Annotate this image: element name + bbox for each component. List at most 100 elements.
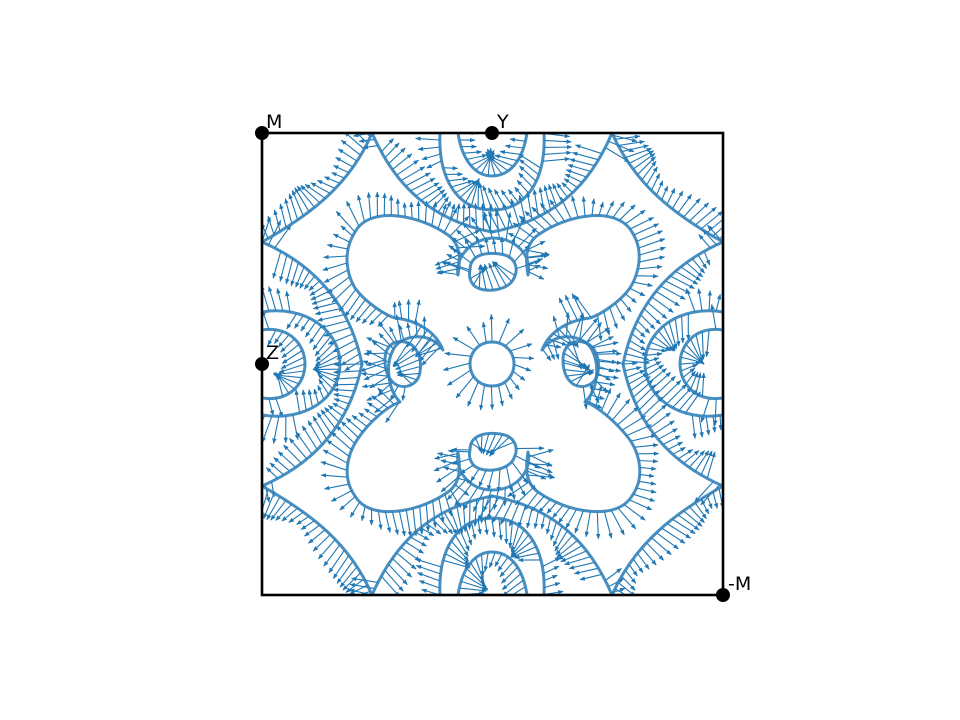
spin-arrow [487, 441, 515, 454]
spin-arrow [618, 204, 636, 221]
spin-arrow [447, 176, 469, 182]
spin-arrow [698, 234, 711, 249]
spin-arrow [309, 285, 325, 296]
spin-arrow [653, 335, 674, 352]
spin-arrow [555, 534, 574, 556]
spin-arrow [478, 182, 486, 210]
spin-arrow [295, 266, 305, 288]
spin-arrow [482, 185, 493, 211]
spin-arrow [267, 220, 282, 246]
spin-arrow [644, 357, 660, 363]
spin-arrow [686, 262, 704, 278]
spin-arrow [586, 400, 603, 409]
spin-arrow [700, 450, 713, 476]
pocket-bottom-inner [456, 550, 529, 595]
spin-arrow [483, 552, 489, 572]
spin-arrow [715, 293, 722, 312]
spin-arrow [517, 227, 537, 248]
spin-arrow [564, 294, 578, 321]
spin-arrow [425, 503, 431, 532]
spin-arrow [313, 354, 340, 369]
spin-arrow [600, 387, 612, 412]
spin-arrow [420, 527, 435, 537]
spin-arrow [598, 365, 615, 373]
spin-arrow [377, 314, 389, 327]
spin-arrow [446, 369, 472, 386]
k-point-z [255, 357, 269, 371]
spin-arrow [526, 460, 553, 474]
spin-arrow [419, 506, 424, 535]
spin-arrow [313, 368, 339, 377]
spin-arrow [598, 201, 604, 216]
spin-arrow [281, 507, 299, 522]
spin-arrow [694, 502, 707, 520]
spin-arrow [514, 186, 525, 199]
spin-arrow [694, 206, 717, 226]
spin-arrow [655, 180, 664, 196]
spin-arrow [489, 156, 514, 167]
spin-arrow [359, 362, 386, 372]
spin-arrow [299, 271, 310, 289]
spin-arrow [542, 157, 571, 162]
spin-arrow [333, 362, 363, 367]
spin-arrow [560, 550, 587, 563]
spin-arrow [698, 415, 704, 438]
spin-arrow [327, 276, 351, 294]
spin-arrow [470, 468, 480, 482]
spin-arrow [571, 195, 579, 218]
spin-arrow [510, 198, 520, 226]
spin-arrow [463, 149, 483, 155]
spin-arrow [637, 156, 656, 176]
spin-arrow [455, 180, 478, 194]
spin-arrow [288, 511, 304, 523]
spin-arrow [365, 359, 386, 366]
spin-arrow [661, 527, 686, 544]
spin-arrow [680, 363, 699, 372]
spin-arrow [482, 433, 490, 455]
spin-arrow [275, 503, 293, 521]
spin-arrow [384, 511, 392, 534]
spin-arrow [499, 150, 521, 156]
spin-arrow [367, 402, 383, 413]
spin-arrow [314, 308, 342, 316]
spin-arrow [335, 425, 356, 444]
spin-arrow [330, 431, 353, 451]
spin-arrow [479, 384, 486, 411]
spin-arrow [516, 179, 530, 194]
spin-arrow [499, 561, 514, 578]
spin-arrow [707, 290, 713, 311]
spin-arrow [677, 449, 694, 460]
spin-arrow [638, 459, 659, 464]
spin-arrow [409, 201, 414, 219]
spin-arrow [542, 557, 561, 568]
spin-arrow [566, 346, 586, 369]
spin-arrow [301, 425, 318, 450]
spin-arrow [330, 490, 352, 502]
spin-arrow [671, 190, 684, 210]
spin-arrow [629, 287, 646, 297]
spin-arrow [549, 199, 566, 222]
spin-arrow [327, 333, 354, 345]
spin-arrow [454, 484, 470, 496]
spin-arrow [432, 500, 438, 528]
spin-arrow [384, 569, 404, 592]
spin-arrow [518, 172, 534, 188]
k-label-minus-m: -M [728, 573, 751, 595]
spin-arrow [683, 198, 701, 218]
spin-arrow [331, 172, 345, 179]
spin-arrow [283, 444, 302, 464]
spin-arrow [274, 224, 292, 249]
spin-arrow [366, 191, 372, 219]
k-point-m [255, 126, 269, 140]
spin-arrow [397, 300, 403, 320]
spin-arrow [363, 369, 387, 381]
diamond-arc-right-bottom [621, 362, 723, 488]
spin-arrow [661, 185, 669, 201]
spin-arrow [296, 515, 310, 525]
spin-arrow [312, 302, 338, 310]
spin-arrow [508, 522, 513, 549]
spin-arrow [483, 489, 492, 513]
pocket-bottom-outer [438, 516, 546, 595]
spin-arrow [333, 165, 350, 174]
